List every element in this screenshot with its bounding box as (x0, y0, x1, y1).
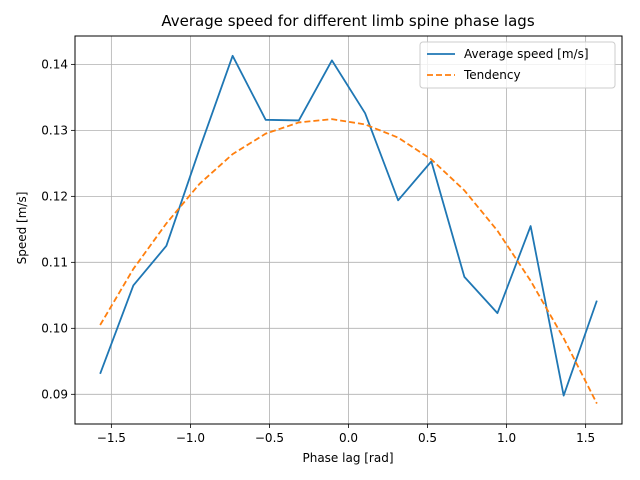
series-group (99, 54, 598, 404)
y-axis-label: Speed [m/s] (15, 192, 29, 265)
x-tick-label: 1.0 (497, 431, 516, 445)
x-tick-label: −0.5 (255, 431, 284, 445)
axis-ticks: −1.5 −1.0 −0.5 0.0 0.5 1.0 1.5 0.09 0.10 0.11 0.12… (41, 57, 595, 445)
y-tick-label: 0.09 (41, 387, 68, 401)
series-line-average-speed (99, 54, 598, 397)
x-tick-label: 0.0 (339, 431, 358, 445)
x-tick-label: 0.5 (418, 431, 437, 445)
x-tick-label: 1.5 (576, 431, 595, 445)
legend-label-average-speed: Average speed [m/s] (464, 47, 589, 61)
legend-label-tendency: Tendency (463, 68, 521, 82)
y-tick-label: 0.11 (41, 255, 68, 269)
chart-title: Average speed for different limb spine p… (161, 12, 534, 30)
y-tick-label: 0.13 (41, 123, 68, 137)
x-tick-label: −1.5 (97, 431, 126, 445)
y-tick-label: 0.12 (41, 189, 68, 203)
x-tick-label: −1.0 (176, 431, 205, 445)
x-axis-label: Phase lag [rad] (302, 451, 393, 465)
legend: Average speed [m/s] Tendency (419, 41, 616, 89)
y-tick-label: 0.14 (41, 57, 68, 71)
grid (75, 36, 622, 424)
legend-box (419, 41, 616, 89)
y-tick-label: 0.10 (41, 321, 68, 335)
series-line-tendency (99, 118, 598, 404)
